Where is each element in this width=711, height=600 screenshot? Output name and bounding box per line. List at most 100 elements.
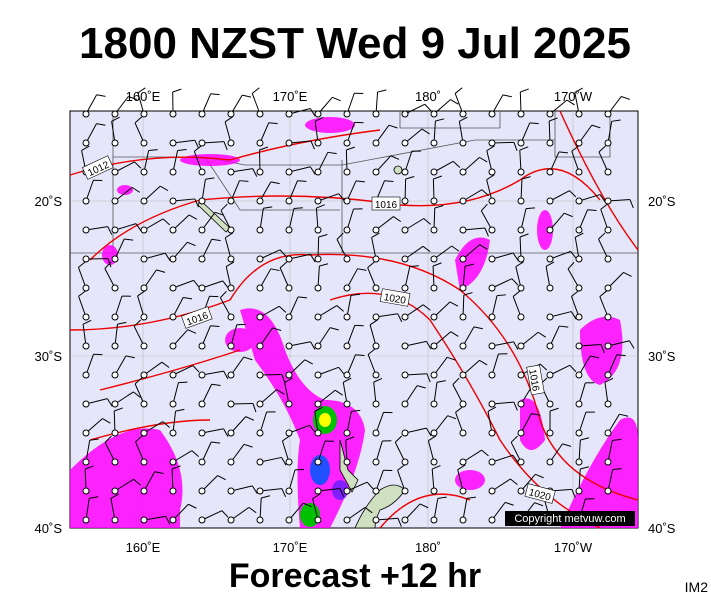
barb-station (372, 168, 380, 176)
barb-staff (404, 503, 421, 521)
barb-station (285, 487, 293, 495)
barb-staff (317, 327, 331, 347)
barb-station (198, 255, 206, 263)
barb-station (604, 487, 612, 495)
barb-staff (288, 296, 299, 318)
barb-station (227, 168, 235, 176)
barb-station (198, 429, 206, 437)
barb-staff (114, 391, 134, 405)
barb-feather (135, 223, 142, 232)
barb-feather (350, 293, 361, 296)
barb-station (82, 371, 90, 379)
barb-feather (433, 175, 443, 180)
barb-station (111, 255, 119, 263)
copyright: Copyright metvuw.com (514, 513, 625, 525)
barb-feather (611, 119, 621, 122)
barb-feather (178, 381, 188, 384)
barb-feather (525, 207, 536, 210)
barb-station (488, 400, 496, 408)
barb-staff (520, 413, 532, 434)
barb-staff (574, 92, 580, 115)
barb-feather (270, 181, 280, 185)
barb-feather (104, 435, 112, 443)
barb-station (111, 487, 119, 495)
barb-station (488, 487, 496, 495)
barb-station (256, 516, 264, 524)
barb-feather (591, 124, 601, 129)
barb-station (169, 139, 177, 147)
barb-staff (317, 366, 339, 376)
barb-feather (114, 407, 123, 412)
barb-station (372, 139, 380, 147)
barb-staff (259, 456, 282, 463)
barb-feather (426, 427, 432, 437)
barb-station (459, 168, 467, 176)
barb-station (111, 371, 119, 379)
barb-feather (512, 454, 519, 463)
barb-station (169, 458, 177, 466)
barb-staff (317, 236, 320, 260)
barb-staff (458, 121, 464, 144)
barb-feather (574, 87, 583, 93)
barb-station (140, 197, 148, 205)
barb-station (285, 197, 293, 205)
barb-staff (259, 268, 272, 289)
barb-station (604, 110, 612, 118)
barb-staff (578, 209, 589, 231)
latitude-label: 40˚S (648, 521, 676, 536)
barb-staff (491, 401, 514, 405)
barb-feather (310, 254, 316, 263)
barb-station (314, 458, 322, 466)
barb-station (430, 516, 438, 524)
barb-staff (549, 311, 572, 318)
barb-feather (446, 356, 456, 361)
barb-station (285, 255, 293, 263)
barb-staff (491, 252, 514, 260)
precipitation (70, 117, 638, 528)
barb-station (604, 139, 612, 147)
barb-station (256, 197, 264, 205)
barb-staff (454, 93, 464, 115)
barb-station (604, 197, 612, 205)
barb-station (604, 342, 612, 350)
barb-station (111, 516, 119, 524)
barb-staff (288, 424, 310, 434)
barb-station (111, 458, 119, 466)
barb-station (314, 371, 322, 379)
barb-feather (529, 122, 539, 125)
copyright-box (505, 511, 635, 526)
barb-station (227, 487, 235, 495)
barb-station (488, 313, 496, 321)
barb-staff (85, 398, 108, 405)
barb-station (546, 255, 554, 263)
barb-station (169, 284, 177, 292)
barb-staff (104, 442, 116, 463)
barb-feather (252, 168, 258, 177)
barb-staff (491, 94, 504, 115)
barb-station (82, 226, 90, 234)
barb-station (198, 226, 206, 234)
barb-staff (491, 341, 514, 347)
barb-station (111, 226, 119, 234)
barb-station (169, 226, 177, 234)
barb-staff (85, 498, 90, 521)
barb-station (285, 429, 293, 437)
barb-feather (210, 93, 220, 96)
barb-station (285, 168, 293, 176)
barb-station (314, 110, 322, 118)
barb-feather (419, 503, 429, 509)
barb-feather (219, 290, 227, 299)
barb-feather (187, 241, 196, 247)
barb-station (401, 226, 409, 234)
barb-staff (375, 412, 385, 434)
barb-feather (459, 116, 468, 122)
barb-staff (549, 212, 565, 231)
image-code: IM2 (685, 579, 709, 595)
barb-feather (284, 377, 293, 383)
barb-feather (357, 268, 367, 271)
caption: Forecast +12 hr (229, 557, 481, 595)
barb-feather (110, 493, 119, 499)
barb-staff (520, 122, 531, 144)
barb-station (604, 168, 612, 176)
barb-staff (404, 218, 425, 231)
